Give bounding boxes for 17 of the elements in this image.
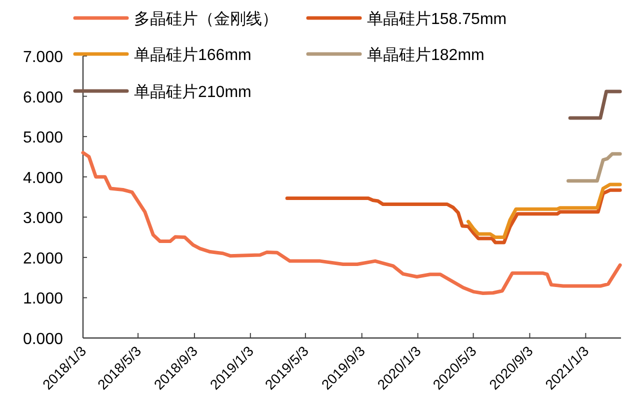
legend-label: 单晶硅片158.75mm bbox=[367, 10, 507, 28]
line-series bbox=[81, 150, 622, 296]
legend-label: 单晶硅片182mm bbox=[367, 46, 484, 64]
y-tick-label: 0.000 bbox=[22, 331, 64, 348]
line-series bbox=[566, 152, 622, 183]
line-series bbox=[466, 182, 622, 240]
y-tick-label: 4.000 bbox=[22, 170, 64, 187]
y-tick-label: 1.000 bbox=[22, 290, 64, 308]
y-tick-label: 6.000 bbox=[22, 89, 64, 106]
y-tick-label: 7.000 bbox=[22, 49, 64, 66]
legend-label: 单晶硅片210mm bbox=[134, 83, 252, 101]
y-tick-label: 2.000 bbox=[22, 250, 64, 268]
legend-label: 单晶硅片166mm bbox=[134, 46, 252, 64]
line-series bbox=[285, 188, 622, 244]
legend-label: 多晶硅片（金刚线） bbox=[134, 10, 278, 28]
y-tick-label: 3.000 bbox=[22, 210, 64, 228]
y-tick-label: 5.000 bbox=[22, 130, 64, 147]
